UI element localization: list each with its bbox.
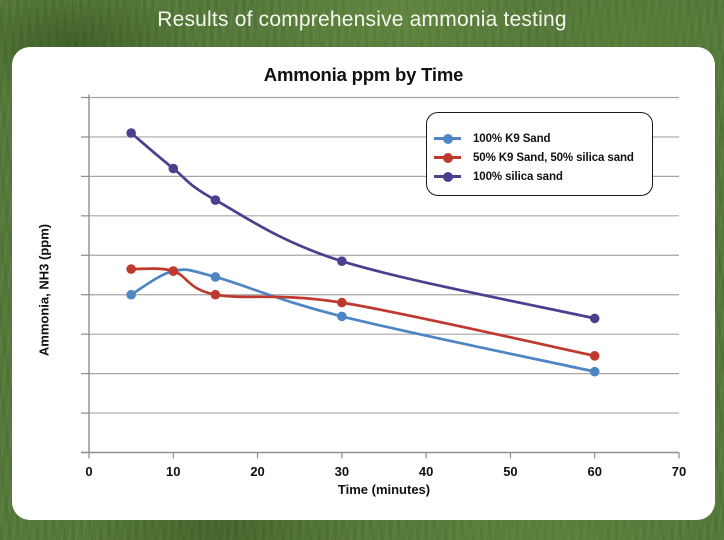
legend-label: 100% K9 Sand <box>473 132 551 145</box>
legend-dot-icon <box>442 171 453 182</box>
legend: 100% K9 Sand 50% K9 Sand, 50% silica sand… <box>426 112 653 196</box>
legend-label: 100% silica sand <box>473 170 563 183</box>
chart-title: Ammonia ppm by Time <box>263 64 464 85</box>
legend-label: 50% K9 Sand, 50% silica sand <box>473 151 634 164</box>
x-axis-label: Time (minutes) <box>337 482 431 497</box>
legend-line-marker-icon <box>434 152 461 163</box>
legend-line-marker-icon <box>434 133 461 144</box>
x-tick-label: 50 <box>503 464 518 479</box>
x-tick-label: 20 <box>250 464 265 479</box>
x-tick-label: 70 <box>671 464 687 479</box>
page-title: Results of comprehensive ammonia testing <box>157 8 567 31</box>
legend-dot-icon <box>442 133 453 144</box>
x-tick-label: 60 <box>587 464 602 479</box>
legend-item: 50% K9 Sand, 50% silica sand <box>434 148 652 167</box>
y-axis-label: Ammonia, NH3 (ppm) <box>36 223 52 357</box>
legend-line-marker-icon <box>434 171 461 182</box>
legend-dot-icon <box>442 152 453 163</box>
x-tick-label: 0 <box>85 464 93 479</box>
x-tick-label: 40 <box>418 464 434 479</box>
x-tick-label: 10 <box>166 464 181 479</box>
x-tick-label: 30 <box>334 464 350 479</box>
legend-item: 100% silica sand <box>434 167 652 186</box>
legend-item: 100% K9 Sand <box>434 129 652 148</box>
